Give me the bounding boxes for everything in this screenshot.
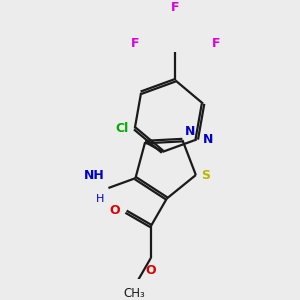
Text: CH₃: CH₃ [124, 287, 146, 300]
Text: S: S [201, 169, 210, 182]
Text: NH: NH [84, 169, 105, 182]
Text: F: F [130, 38, 139, 50]
Text: O: O [146, 264, 156, 277]
Text: N: N [185, 125, 195, 138]
Text: O: O [109, 204, 120, 217]
Text: F: F [171, 1, 179, 14]
Text: Cl: Cl [116, 122, 129, 135]
Text: H: H [96, 194, 105, 204]
Text: N: N [203, 133, 213, 146]
Text: F: F [212, 38, 220, 50]
